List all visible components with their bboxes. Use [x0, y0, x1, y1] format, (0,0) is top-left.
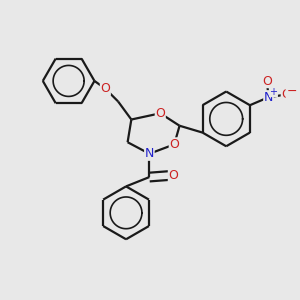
Text: O: O	[262, 75, 272, 88]
Text: O: O	[281, 88, 291, 101]
Text: O: O	[169, 138, 179, 151]
Text: O: O	[100, 82, 110, 95]
Text: N: N	[264, 91, 273, 104]
Text: N: N	[145, 147, 154, 160]
Text: −: −	[286, 85, 297, 98]
Text: +: +	[269, 87, 278, 97]
Text: O: O	[155, 107, 165, 120]
Text: O: O	[168, 169, 178, 182]
